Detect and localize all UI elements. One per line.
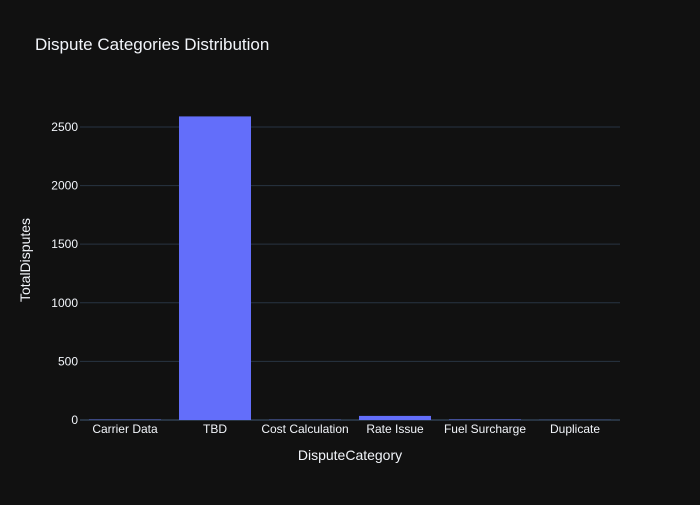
bar bbox=[179, 116, 251, 420]
x-tick-label: Rate Issue bbox=[366, 422, 424, 436]
x-tick-label: Cost Calculation bbox=[261, 422, 348, 436]
y-tick-label: 1000 bbox=[51, 296, 78, 310]
y-tick-label: 2000 bbox=[51, 179, 78, 193]
x-tick-label: Duplicate bbox=[550, 422, 600, 436]
x-tick-label: TBD bbox=[203, 422, 227, 436]
y-axis-label: TotalDisputes bbox=[17, 218, 33, 302]
x-tick-label: Carrier Data bbox=[92, 422, 158, 436]
x-axis-label: DisputeCategory bbox=[298, 447, 402, 463]
y-tick-label: 1500 bbox=[51, 237, 78, 251]
chart-title: Dispute Categories Distribution bbox=[35, 35, 269, 54]
x-tick-label: Fuel Surcharge bbox=[444, 422, 526, 436]
y-tick-label: 2500 bbox=[51, 120, 78, 134]
y-tick-label: 0 bbox=[71, 413, 78, 427]
y-tick-label: 500 bbox=[58, 354, 78, 368]
bar bbox=[359, 416, 431, 420]
